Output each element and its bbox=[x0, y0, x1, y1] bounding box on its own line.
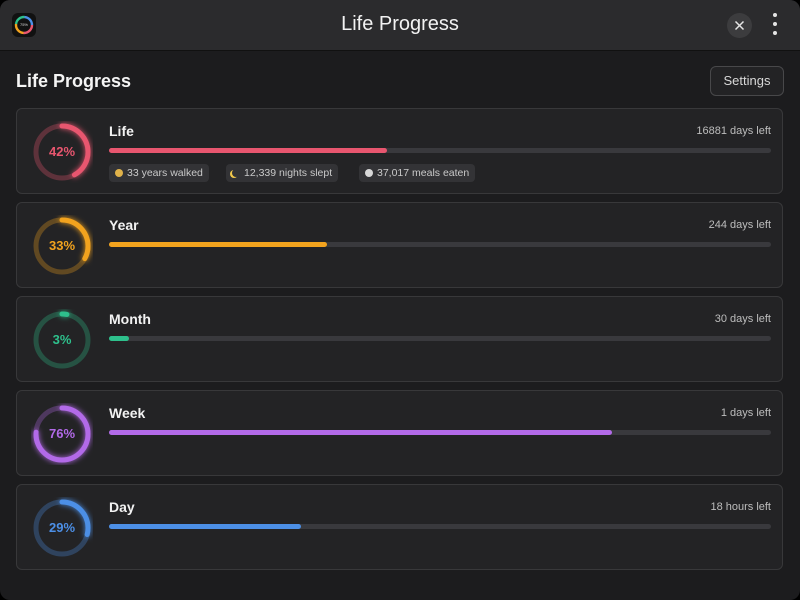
percent-label: 76% bbox=[48, 426, 76, 441]
item-name: Year bbox=[109, 217, 139, 233]
close-button[interactable] bbox=[727, 13, 752, 38]
progress-card: 29% Day 18 hours left bbox=[16, 484, 783, 570]
time-remaining: 1 days left bbox=[720, 407, 771, 419]
progress-card: 42% Life 16881 days left 33 years walked 12,… bbox=[16, 108, 783, 194]
app-icon-label: 75% bbox=[19, 22, 28, 27]
stat-icon bbox=[115, 169, 123, 177]
time-remaining: 244 days left bbox=[708, 219, 771, 231]
app-icon-ring bbox=[14, 15, 34, 35]
progress-ring bbox=[33, 123, 91, 181]
progress-ring bbox=[33, 217, 91, 275]
percent-label: 33% bbox=[48, 238, 76, 253]
window-title: Life Progress bbox=[341, 13, 459, 35]
percent-label: 29% bbox=[48, 520, 76, 535]
section-title: Life Progress bbox=[16, 71, 132, 91]
menu-button[interactable] bbox=[768, 12, 782, 38]
progress-track bbox=[109, 336, 771, 341]
stat-text: 12,339 nights slept bbox=[244, 167, 333, 179]
close-icon bbox=[734, 20, 745, 31]
stat-icon bbox=[232, 169, 240, 177]
progress-ring bbox=[33, 405, 91, 463]
stat-text: 37,017 meals eaten bbox=[377, 167, 470, 179]
progress-track bbox=[109, 430, 771, 435]
progress-ring bbox=[33, 311, 91, 369]
progress-fill bbox=[109, 430, 613, 435]
progress-track bbox=[109, 524, 771, 529]
ring-progress bbox=[33, 499, 91, 557]
progress-card: 33% Year 244 days left bbox=[16, 202, 783, 288]
progress-ring bbox=[33, 499, 91, 557]
progress-fill bbox=[109, 242, 328, 247]
ring-progress bbox=[33, 311, 91, 369]
stat-text: 33 years walked bbox=[127, 167, 203, 179]
progress-fill bbox=[109, 524, 301, 529]
title-bar: 75% Life Progress bbox=[0, 0, 800, 51]
app-icon: 75% bbox=[12, 13, 36, 37]
percent-label: 3% bbox=[52, 332, 72, 347]
progress-fill bbox=[109, 336, 129, 341]
item-name: Week bbox=[109, 405, 146, 421]
item-name: Life bbox=[109, 123, 134, 139]
progress-fill bbox=[109, 148, 388, 153]
ring-progress bbox=[33, 123, 91, 181]
stat-chip: 33 years walked bbox=[109, 164, 209, 182]
item-name: Day bbox=[109, 499, 135, 515]
progress-card: 3% Month 30 days left bbox=[16, 296, 783, 382]
stat-icon bbox=[365, 169, 373, 177]
progress-card: 76% Week 1 days left bbox=[16, 390, 783, 476]
time-remaining: 18 hours left bbox=[710, 501, 771, 513]
settings-button[interactable]: Settings bbox=[710, 66, 784, 96]
time-remaining: 30 days left bbox=[714, 313, 771, 325]
ring-progress bbox=[33, 405, 91, 463]
ring-progress bbox=[33, 217, 91, 275]
time-remaining: 16881 days left bbox=[696, 125, 771, 137]
progress-track bbox=[109, 148, 771, 153]
progress-track bbox=[109, 242, 771, 247]
item-name: Month bbox=[109, 311, 151, 327]
percent-label: 42% bbox=[48, 144, 76, 159]
stat-chip: 37,017 meals eaten bbox=[359, 164, 476, 182]
stat-chip: 12,339 nights slept bbox=[226, 164, 339, 182]
